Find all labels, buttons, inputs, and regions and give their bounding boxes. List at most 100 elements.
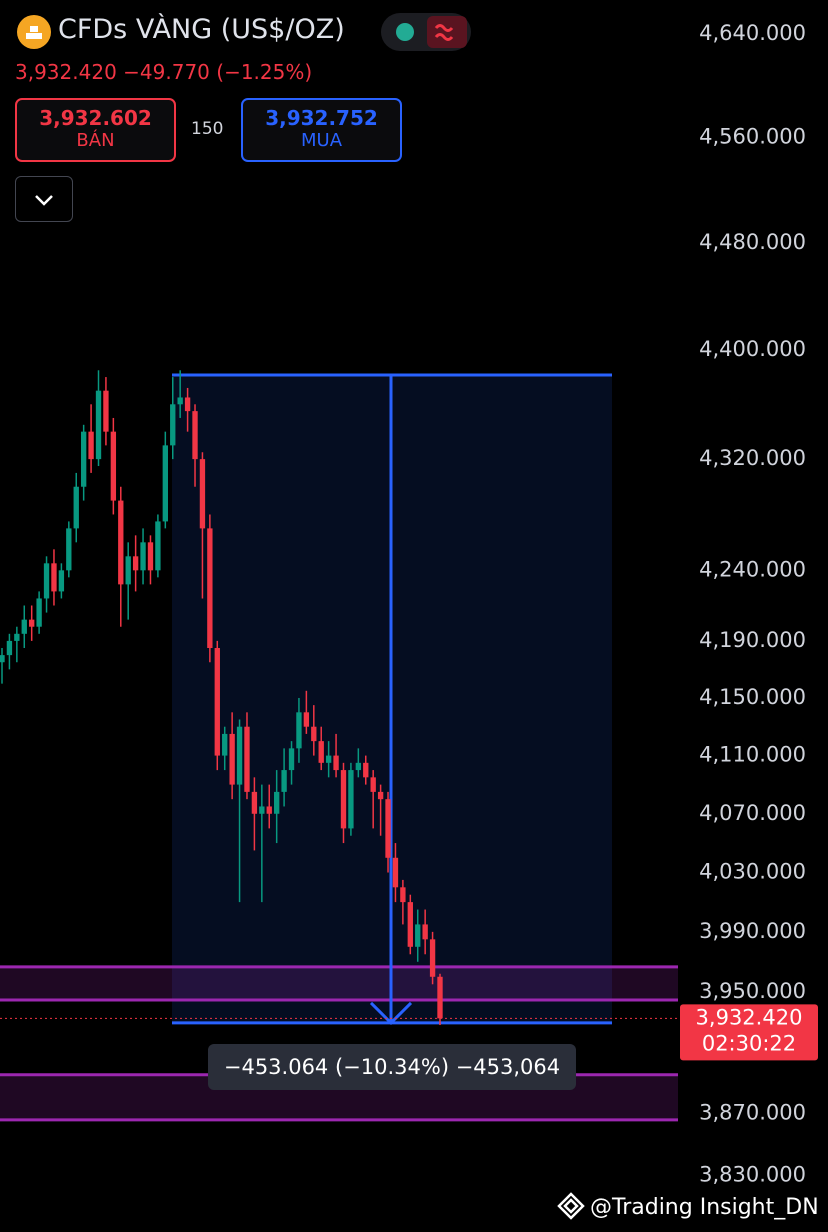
y-tick-label: 4,240.000 [699, 557, 806, 581]
candle-body [51, 563, 57, 592]
candle-body [281, 770, 287, 792]
zone [0, 966, 678, 1000]
candle-body [274, 791, 280, 814]
candle-body [199, 459, 206, 529]
candle-body [415, 924, 421, 947]
candle-body [58, 570, 65, 592]
candle-body [73, 486, 79, 529]
candle-body [244, 726, 250, 792]
candle-body [21, 619, 27, 634]
candle-body [214, 648, 220, 756]
candle-body [429, 939, 436, 977]
candle-body [266, 806, 272, 814]
candle-body [132, 556, 139, 571]
spread: 150 [191, 119, 224, 139]
measure-label-text: −453.064 (−10.34%) −453,064 [224, 1055, 560, 1079]
candle-body [118, 500, 124, 585]
sell-label: BÁN [76, 130, 115, 151]
candle-body [355, 762, 362, 771]
candle-body [311, 726, 317, 742]
candle-body [29, 619, 35, 627]
buy-label: MUA [300, 130, 343, 151]
last-price-tag [680, 1004, 818, 1061]
candle-body [207, 528, 213, 649]
candle-body [14, 633, 20, 641]
candle-body [437, 976, 443, 1019]
y-tick-label: 4,480.000 [699, 230, 806, 254]
y-tick-label: 4,640.000 [699, 21, 806, 45]
y-tick-label: 4,560.000 [699, 124, 806, 148]
candle-body [140, 542, 146, 571]
candle-body [147, 542, 154, 571]
expand-button[interactable] [15, 176, 73, 222]
candle-body [222, 733, 228, 756]
candle-body [363, 762, 369, 778]
y-tick-label: 4,150.000 [699, 685, 806, 709]
y-tick-label: 4,320.000 [699, 446, 806, 470]
candle-body [370, 777, 376, 792]
candle-body [88, 431, 94, 460]
candle-body [303, 712, 310, 727]
candle-body [333, 755, 339, 771]
buy-button[interactable]: 3,932.752 MUA [241, 98, 402, 162]
y-tick-label: 4,400.000 [699, 337, 806, 361]
candle-body [296, 712, 302, 749]
sell-price: 3,932.602 [39, 106, 152, 130]
sell-button[interactable]: 3,932.602 BÁN [15, 98, 176, 162]
candle-body [0, 655, 5, 663]
candle-body [318, 741, 324, 763]
price-line: 3,932.420 −49.770 (−1.25%) [15, 60, 312, 84]
candle-body [400, 887, 406, 903]
last-price-tag-value: 3,932.420 [696, 1005, 803, 1029]
measure-label: −453.064 (−10.34%) −453,064 [208, 1044, 576, 1090]
candle-body [422, 924, 428, 940]
candle-body [66, 528, 72, 571]
candle-body [110, 431, 117, 501]
candle-body [6, 640, 13, 656]
y-tick-label: 4,190.000 [699, 628, 806, 652]
watermark-icon [557, 1192, 585, 1220]
candle-body [236, 726, 243, 785]
countdown: 02:30:22 [702, 1031, 796, 1055]
candle-body [377, 791, 384, 800]
candle-body [192, 411, 198, 460]
candle-body [103, 390, 109, 432]
candle-body [385, 799, 391, 858]
status-pill[interactable] [381, 13, 471, 51]
candle-body [229, 733, 235, 785]
candle-body [125, 556, 131, 585]
candle-body [80, 431, 87, 487]
measure-label-bg [208, 1044, 576, 1090]
chevron [35, 195, 53, 206]
candle-body [325, 755, 332, 763]
candle-body [340, 770, 347, 829]
candle-body [155, 521, 161, 571]
symbol-title: CFDs VÀNG (US$/OZ) [58, 14, 345, 45]
candle-body [36, 598, 42, 627]
candle-body [170, 404, 176, 446]
gold-icon [17, 15, 51, 49]
change: −49.770 [123, 60, 210, 84]
candle-body [407, 902, 413, 947]
y-tick-label: 4,030.000 [699, 860, 806, 884]
status-icons [396, 16, 467, 48]
candle-body [348, 770, 354, 829]
y-tick-label: 3,990.000 [699, 919, 806, 943]
watermark: @Trading Insight_DN [590, 1195, 819, 1220]
last-price: 3,932.420 [15, 60, 117, 84]
candle-body [184, 397, 191, 412]
candle-body [251, 791, 258, 814]
y-tick-label: 4,110.000 [699, 743, 806, 767]
candle-body [43, 563, 50, 599]
candle-body [259, 806, 265, 814]
change-pct: (−1.25%) [216, 60, 313, 84]
candle-body [95, 390, 102, 460]
buy-price: 3,932.752 [265, 106, 378, 130]
y-tick-label: 4,070.000 [699, 801, 806, 825]
candle-body [392, 857, 399, 888]
y-tick-label: 3,830.000 [699, 1162, 806, 1186]
y-tick-label: 3,870.000 [699, 1101, 806, 1125]
arrow-head [369, 1001, 413, 1026]
